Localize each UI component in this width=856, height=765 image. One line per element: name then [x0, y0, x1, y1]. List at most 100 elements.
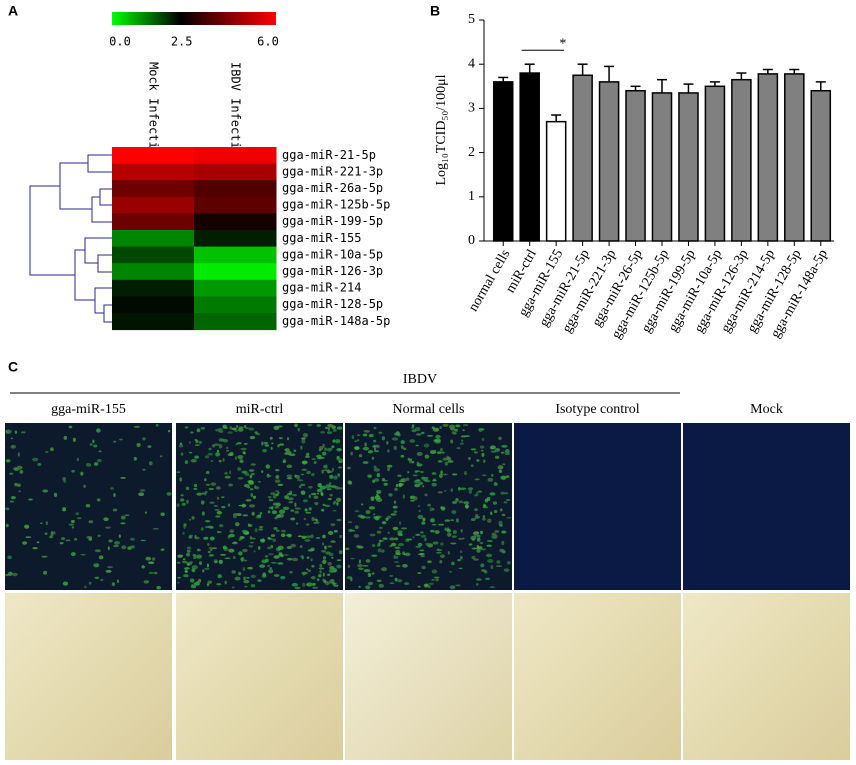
cell — [356, 439, 360, 442]
cell — [207, 550, 211, 554]
cell — [218, 559, 223, 565]
cell — [387, 449, 390, 453]
cell — [428, 585, 431, 589]
cell — [306, 582, 313, 587]
cell — [415, 470, 421, 473]
cell — [80, 553, 86, 556]
cell — [84, 585, 87, 589]
cell — [245, 499, 252, 502]
cell — [376, 544, 381, 547]
row-label: gga-miR-126-3p — [282, 264, 383, 278]
cell — [145, 556, 152, 561]
cell — [336, 447, 342, 452]
cell — [413, 496, 418, 501]
cell — [259, 538, 266, 542]
cell — [476, 578, 482, 581]
cell — [286, 533, 292, 537]
cell — [417, 514, 424, 520]
cell — [303, 499, 308, 503]
cell — [363, 430, 371, 433]
cell — [447, 532, 452, 537]
cell — [297, 428, 301, 432]
cell — [277, 562, 284, 565]
cell — [322, 443, 325, 448]
cell — [218, 459, 222, 463]
cell — [367, 581, 374, 586]
cell — [76, 457, 79, 462]
cell — [72, 437, 76, 442]
cell — [354, 440, 358, 443]
cell — [412, 536, 415, 539]
cell — [313, 521, 320, 524]
cell — [121, 545, 127, 550]
cell — [93, 462, 99, 466]
cell — [70, 552, 76, 557]
cell — [50, 531, 54, 536]
cell — [234, 456, 237, 460]
cell — [96, 498, 101, 502]
cell — [386, 464, 393, 468]
colorbar-tick-label: 6.0 — [257, 35, 279, 49]
cell — [295, 522, 299, 525]
cell — [393, 510, 398, 513]
cell — [304, 539, 311, 542]
cell — [397, 543, 405, 547]
cell — [307, 549, 314, 552]
cell — [327, 573, 331, 577]
cell — [482, 459, 486, 463]
cell — [451, 510, 457, 514]
cell — [487, 558, 494, 563]
cell — [286, 464, 293, 469]
cell — [322, 534, 326, 539]
heatmap-cell — [112, 230, 195, 248]
cell — [113, 544, 119, 548]
cell — [133, 425, 141, 428]
cell — [424, 537, 427, 542]
cell — [331, 445, 335, 449]
bar — [731, 78, 752, 242]
cell — [363, 569, 371, 573]
cell — [6, 429, 12, 434]
cell — [421, 565, 426, 570]
cell — [249, 504, 256, 508]
cell — [435, 438, 441, 442]
cell — [442, 457, 448, 461]
cell — [479, 541, 484, 545]
cell — [253, 550, 256, 553]
cell — [325, 464, 328, 469]
cell — [427, 503, 431, 507]
cell — [153, 571, 158, 575]
cell — [273, 555, 280, 559]
cell — [160, 548, 165, 551]
cell — [216, 510, 222, 515]
cell — [376, 530, 382, 534]
cell — [39, 522, 43, 525]
cell — [477, 490, 483, 493]
cell — [381, 521, 387, 525]
cell — [263, 441, 268, 445]
cell — [411, 426, 415, 429]
cell — [177, 554, 184, 557]
cell — [368, 506, 376, 510]
dendrogram — [29, 154, 112, 323]
cell — [350, 577, 353, 582]
cell — [320, 431, 326, 434]
cell — [387, 531, 390, 535]
x-tick-label: normal cells — [466, 247, 513, 314]
cell — [370, 496, 375, 501]
cell — [378, 539, 384, 542]
cell — [365, 510, 371, 515]
cell — [249, 435, 256, 440]
cell — [10, 437, 14, 440]
cell — [330, 485, 337, 489]
cell — [244, 427, 249, 429]
cell — [179, 442, 183, 446]
cell — [268, 569, 274, 574]
cell — [331, 556, 334, 559]
cell — [194, 444, 200, 446]
cell — [9, 500, 15, 503]
cell — [442, 473, 448, 476]
cell — [418, 509, 421, 513]
cell — [224, 471, 228, 475]
cell — [386, 515, 392, 519]
